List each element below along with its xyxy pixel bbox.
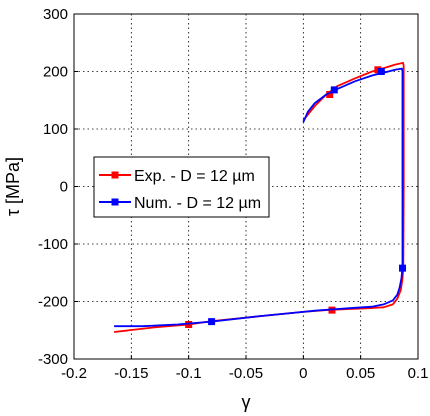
x-tick-label: 0.05	[346, 365, 375, 382]
legend-item: Num. - D = 12 µm	[99, 195, 261, 212]
data-point-marker	[399, 264, 407, 272]
legend-marker	[111, 198, 119, 206]
x-tick-label: -0.1	[176, 365, 202, 382]
data-point-marker	[326, 91, 334, 98]
y-tick-label: 100	[43, 121, 68, 138]
x-tick-label: 0.1	[408, 365, 429, 382]
series-2	[114, 67, 407, 328]
legend-label: Exp. - D = 12 µm	[134, 168, 255, 185]
y-tick-label: 200	[43, 64, 68, 81]
series-layer	[113, 62, 407, 333]
legend-item: Exp. - D = 12 µm	[99, 168, 255, 185]
x-axis-label: γ	[242, 392, 251, 412]
data-point-marker	[377, 68, 385, 75]
y-tick-label: 0	[60, 179, 68, 196]
data-point-marker	[330, 86, 338, 94]
x-tick-label: -0.2	[61, 365, 87, 382]
y-tick-label: 300	[43, 6, 68, 23]
data-point-marker	[185, 321, 193, 328]
legend-marker	[111, 171, 119, 179]
legend-label: Num. - D = 12 µm	[134, 195, 261, 212]
data-point-marker	[208, 318, 216, 326]
legend: Exp. - D = 12 µm Num. - D = 12 µm	[93, 156, 270, 218]
legend-box	[93, 156, 270, 218]
y-tick-label: -200	[38, 294, 68, 311]
y-tick-label: -300	[38, 351, 68, 368]
tick-labels: -0.2 -0.15 -0.1 -0.05 0 0.05 0.1 -300 -200 -100 0 1…	[38, 6, 428, 382]
x-tick-label: -0.15	[114, 365, 148, 382]
y-tick-label: -100	[38, 236, 68, 253]
series-line	[114, 67, 404, 328]
x-tick-label: -0.05	[229, 365, 263, 382]
y-axis-label: τ [MPa]	[3, 157, 23, 216]
x-tick-label: 0	[299, 365, 307, 382]
